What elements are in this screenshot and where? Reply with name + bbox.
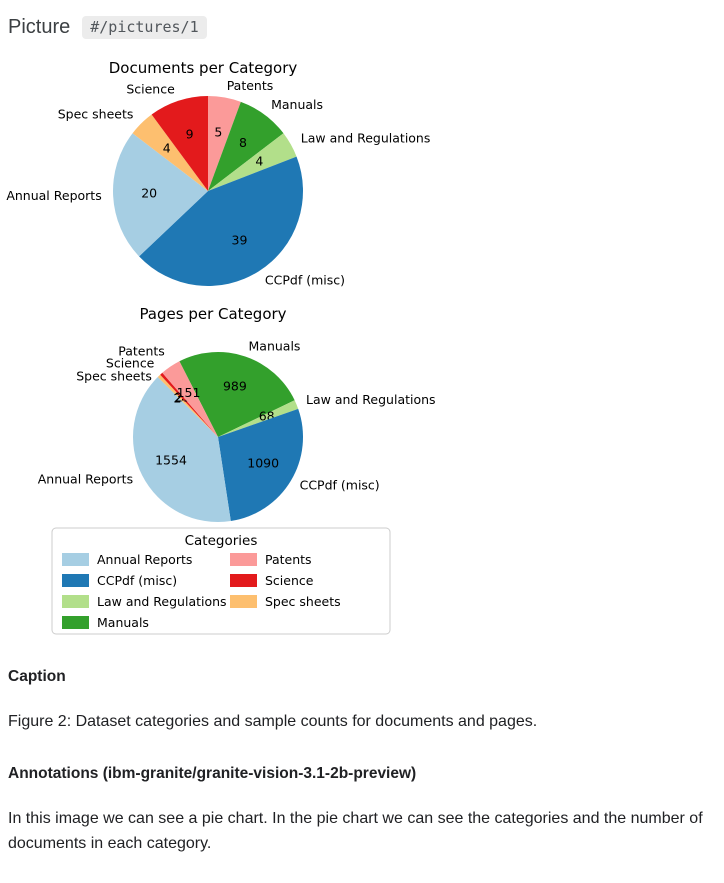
- figure-image: Documents per Category 5 8 4 39 20 4 9 Patents Ma…: [6, 53, 716, 638]
- slice-label: Patents: [227, 78, 274, 93]
- legend-title: Categories: [185, 533, 258, 549]
- legend-label: Science: [265, 573, 314, 588]
- legend-swatch: [62, 616, 89, 629]
- legend-label: Spec sheets: [265, 594, 341, 609]
- legend-swatch: [62, 574, 89, 587]
- slice-value: 5: [214, 125, 222, 140]
- legend-label: Patents: [265, 552, 312, 567]
- page-title: Picture: [8, 16, 71, 38]
- slice-value: 151: [177, 385, 201, 400]
- slice-value: 4: [163, 141, 171, 156]
- pie-slice: [157, 374, 218, 437]
- slice-label: Annual Reports: [38, 472, 133, 487]
- text-sections: Caption Figure 2: Dataset categories and…: [8, 668, 716, 856]
- legend-label: CCPdf (misc): [97, 573, 177, 588]
- legend-swatch: [230, 553, 257, 566]
- slice-value: 1090: [247, 456, 279, 471]
- pie-slice: [132, 377, 231, 522]
- slice-value: 39: [232, 232, 248, 247]
- picture-path-chip[interactable]: #/pictures/1: [82, 16, 207, 39]
- pie-slice: [179, 351, 295, 437]
- slice-value: 4: [255, 154, 263, 169]
- slice-label: Science: [126, 81, 175, 96]
- slice-label: CCPdf (misc): [300, 478, 380, 493]
- pie-slice: [132, 114, 208, 191]
- slice-label: Law and Regulations: [306, 392, 436, 407]
- pie-charts-figure: Documents per Category584392049PatentsMa…: [6, 59, 436, 635]
- legend-swatch: [230, 574, 257, 587]
- chart-title: Pages per Category: [139, 305, 286, 323]
- slice-label: Spec sheets: [58, 107, 134, 122]
- slice-label: Annual Reports: [6, 188, 101, 203]
- pie-slice: [151, 96, 208, 191]
- slice-value: 9: [186, 127, 194, 142]
- pie-slice: [208, 96, 241, 191]
- annotations-heading: Annotations (ibm-granite/granite-vision-…: [8, 764, 417, 782]
- pie-slice: [218, 400, 299, 437]
- legend-swatch: [62, 553, 89, 566]
- chart-title: Documents per Category: [109, 59, 298, 77]
- slice-value: 1554: [155, 452, 187, 467]
- slice-label: Law and Regulations: [301, 130, 431, 145]
- caption-heading: Caption: [8, 668, 66, 685]
- pie-slice: [162, 361, 218, 437]
- slice-label: Patents: [118, 343, 165, 358]
- legend-box: [51, 527, 391, 635]
- pie-slice: [139, 156, 303, 286]
- pie-slice: [208, 133, 297, 191]
- annotation-text: In this image we can see a pie chart. In…: [8, 809, 703, 852]
- legend-label: Annual Reports: [97, 552, 192, 567]
- caption-text: Figure 2: Dataset categories and sample …: [8, 713, 538, 730]
- pie-slice: [208, 101, 284, 191]
- slice-label: Spec sheets: [76, 368, 152, 383]
- slice-label: CCPdf (misc): [265, 272, 345, 287]
- pie-slice: [113, 133, 208, 257]
- slice-value: 20: [141, 186, 157, 201]
- legend-swatch: [62, 595, 89, 608]
- pie-slice: [160, 372, 218, 437]
- legend-label: Law and Regulations: [97, 594, 227, 609]
- slice-label: Manuals: [249, 338, 301, 353]
- pie-slice: [218, 408, 304, 522]
- slice-value: 8: [239, 135, 247, 150]
- legend-label: Manuals: [97, 615, 149, 630]
- slice-label: Science: [106, 356, 155, 371]
- picture-header: Picture #/pictures/1: [8, 16, 716, 39]
- slice-value: 989: [223, 379, 247, 394]
- legend-swatch: [230, 595, 257, 608]
- slice-label: Manuals: [271, 97, 323, 112]
